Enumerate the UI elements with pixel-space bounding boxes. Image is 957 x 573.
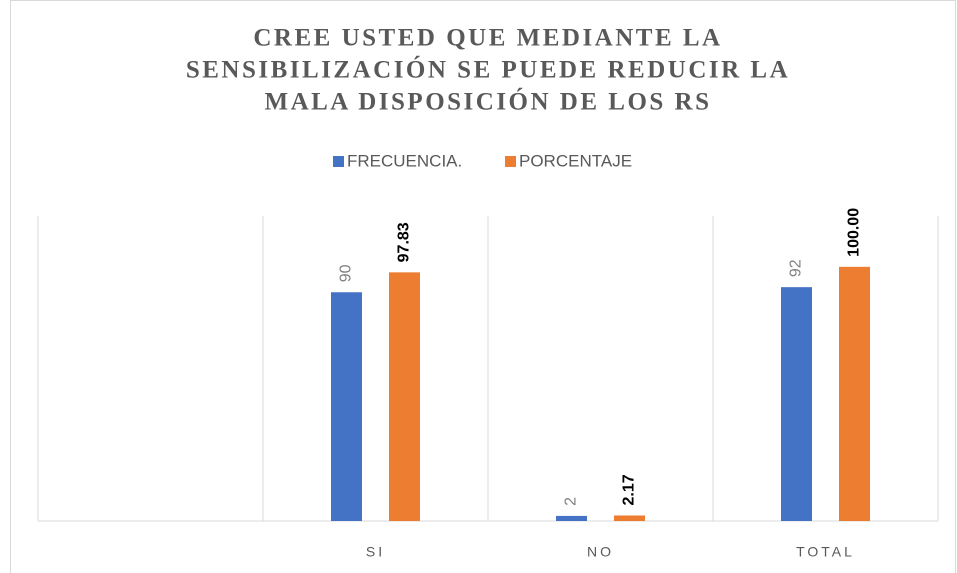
x-tick-label: NO [587, 544, 614, 560]
legend-label: FRECUENCIA. [347, 151, 462, 170]
data-label: 2 [563, 497, 580, 506]
chart-frame [10, 0, 956, 573]
x-tick-label: TOTAL [796, 544, 855, 560]
bar [614, 515, 645, 521]
x-tick-label: SI [366, 544, 385, 560]
legend-swatch [333, 156, 344, 167]
chart-title: CREE USTED QUE MEDIANTE LA [253, 25, 722, 52]
bar [331, 292, 362, 521]
data-label: 97.83 [396, 222, 413, 262]
data-label: 92 [788, 259, 805, 277]
bar [781, 287, 812, 521]
data-label: 90 [338, 264, 355, 282]
chart-title: SENSIBILIZACIÓN SE PUEDE REDUCIR LA [186, 56, 790, 84]
legend-label: PORCENTAJE [519, 151, 632, 170]
data-label: 2.17 [621, 474, 638, 505]
data-label: 100.00 [846, 208, 863, 257]
bar [839, 266, 870, 521]
bar [389, 272, 420, 521]
legend-swatch [505, 156, 516, 167]
bar [556, 515, 587, 521]
chart-title: MALA DISPOSICIÓN DE LOS RS [264, 88, 711, 116]
